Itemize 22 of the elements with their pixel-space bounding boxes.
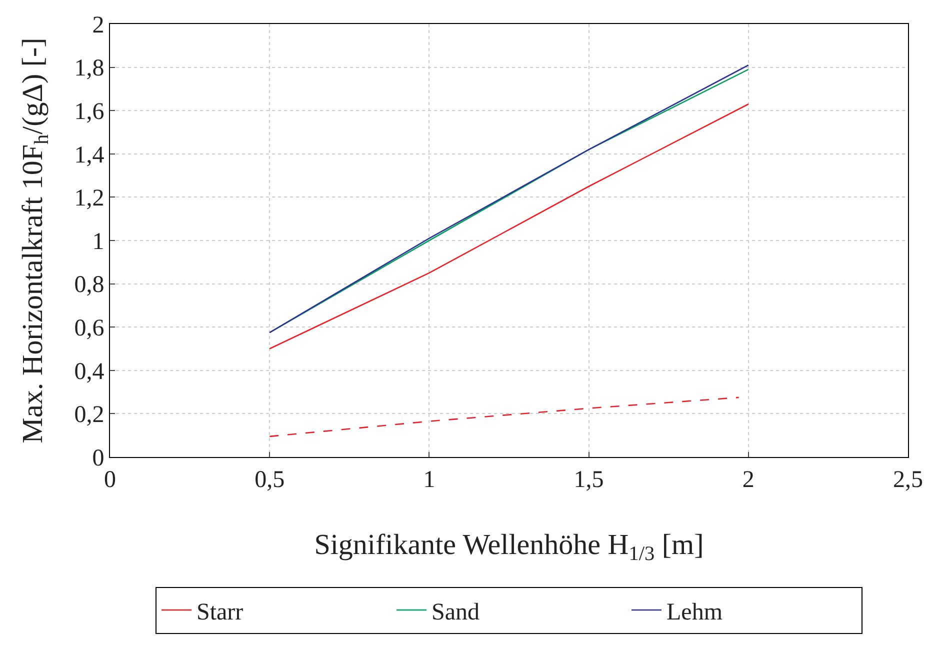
legend-label: Lehm [666,599,723,626]
y-tick-label: 1,2 [74,186,104,212]
x-tick-label: 1 [423,466,436,493]
x-tick-label: 0,5 [254,466,285,493]
legend-label: Sand [432,599,480,626]
y-tick-label: 2 [92,12,104,38]
y-tick-label: 1 [92,228,104,255]
y-tick-label: 1,8 [74,56,104,82]
x-tick-label: 2 [742,466,754,493]
y-tick-label: 0,6 [74,316,104,342]
y-tick-label: 0 [92,445,104,472]
y-tick-label: 0,8 [74,272,104,298]
y-tick-label: 0,2 [74,402,104,428]
x-axis-title: Signifikante Wellenhöhe H$_{1/3}$ [m] [314,529,704,566]
line-series [268,103,750,350]
y-tick-label: 1,4 [74,142,104,168]
x-tick-label: 2,5 [893,466,923,493]
y-tick-label: 0,4 [74,358,104,385]
legend-label: Starr [196,599,244,626]
line-series [268,396,740,438]
y-tick-label: 1,6 [74,99,104,125]
x-tick-label: 1,5 [574,466,604,493]
